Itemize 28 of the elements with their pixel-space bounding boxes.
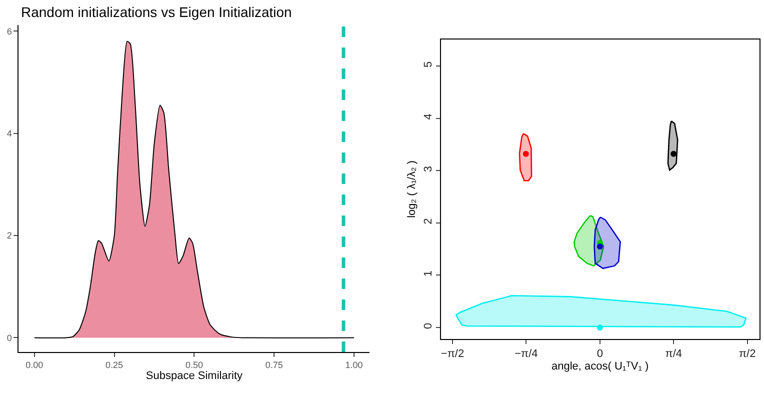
y-tick-label: 1 (422, 270, 435, 277)
x-tick-label: 0.50 (185, 360, 203, 370)
point (596, 324, 603, 331)
x-axis-title: Subspace Similarity (146, 370, 244, 382)
x-axis-title: angle, acos( U₁ᵀV₁ ) (552, 360, 649, 372)
x-tick-label: 0.00 (26, 360, 44, 370)
x-tick-label: 0.25 (106, 360, 124, 370)
point (670, 150, 677, 157)
y-tick-label: 5 (422, 61, 435, 68)
y-tick-label: 2 (422, 218, 435, 224)
x-tick-label: 1.00 (345, 360, 363, 370)
y-tick-label: 4 (6, 128, 12, 138)
y-tick-label: 6 (6, 26, 12, 36)
x-tick-label: −π/4 (514, 348, 538, 360)
chart-title: Random initializations vs Eigen Initialization (21, 4, 292, 20)
x-tick-label: −π/2 (440, 348, 464, 360)
x-tick-label: 0.75 (265, 360, 283, 370)
y-tick-label: 3 (422, 166, 435, 172)
x-tick-label: π/2 (738, 348, 756, 360)
point (522, 150, 529, 157)
y-axis-title: log₂ ( λ₁/λ₂ ) (406, 160, 418, 218)
y-tick-label: 0 (6, 332, 12, 343)
point (596, 243, 603, 250)
y-tick-label: 2 (6, 230, 12, 241)
y-tick-label: 4 (422, 114, 435, 120)
x-tick-label: 0 (596, 348, 603, 360)
x-tick-label: π/4 (665, 348, 682, 360)
y-tick-label: 0 (422, 322, 435, 329)
